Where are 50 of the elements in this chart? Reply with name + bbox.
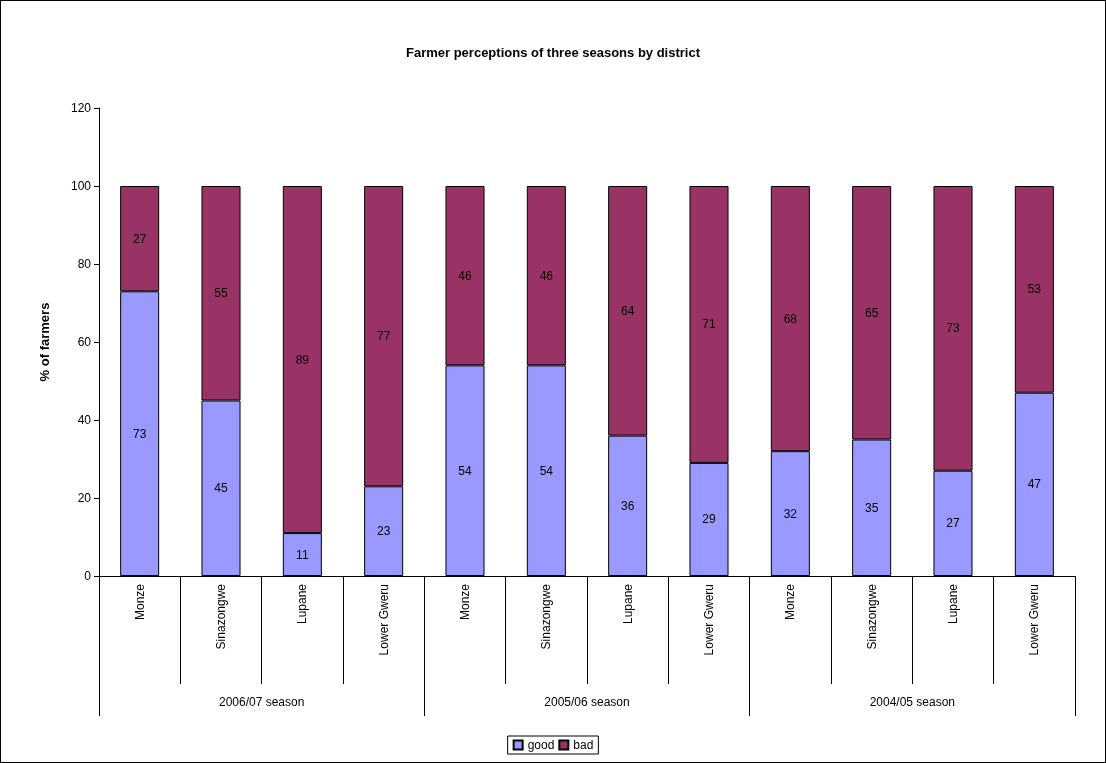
data-label: 35 <box>864 500 879 515</box>
y-tick-label: 60 <box>77 335 92 349</box>
data-label: 54 <box>539 463 554 478</box>
x-tick-label: Lupane <box>620 583 635 625</box>
y-tick-label: 0 <box>84 569 92 583</box>
chart-title: Farmer perceptions of three seasons by district <box>405 45 701 60</box>
x-tick-label: Lupane <box>946 583 960 625</box>
data-label: 11 <box>296 547 309 562</box>
data-label: 23 <box>376 524 391 539</box>
text: 2006/07 season <box>218 695 305 709</box>
y-axis-title: % of farmers <box>37 302 52 382</box>
x-tick-label: Lower Gweru <box>1027 584 1042 656</box>
x-tick-label: Sinazongwe <box>214 583 228 650</box>
x-tick-label: Sinazongwe <box>539 583 554 650</box>
data-label: 36 <box>620 498 635 513</box>
legend-label: bad <box>573 738 594 752</box>
x-tick-label: Monze <box>458 583 472 621</box>
data-label: 73 <box>132 426 147 441</box>
data-label: 73 <box>946 321 960 336</box>
x-tick-label: Sinazongwe <box>864 583 879 650</box>
x-tick-label: Lower Gweru <box>376 584 391 656</box>
data-label: 46 <box>458 268 472 283</box>
legend-label: good <box>527 738 555 752</box>
data-label: 32 <box>783 506 798 521</box>
y-tick-label: 120 <box>70 101 92 115</box>
x-tick-label: Monze <box>783 583 798 621</box>
data-label: 65 <box>864 305 879 320</box>
data-label: 54 <box>458 463 472 478</box>
data-label: 77 <box>376 329 391 344</box>
data-label: 71 <box>702 317 716 332</box>
x-tick-label: Lupane <box>295 583 310 625</box>
data-label: 45 <box>214 481 228 496</box>
data-label: 55 <box>214 286 228 301</box>
x-tick-label: Lower Gweru <box>702 584 716 656</box>
data-label: 68 <box>783 311 798 326</box>
y-tick-label: 100 <box>70 179 92 193</box>
data-label: 29 <box>702 512 716 527</box>
text: 2005/06 season <box>544 695 630 709</box>
y-tick-label: 20 <box>77 491 92 505</box>
y-tick-label: 80 <box>77 257 92 271</box>
data-label: 53 <box>1027 282 1042 297</box>
data-label: 27 <box>132 231 147 246</box>
data-label: 64 <box>620 303 635 318</box>
y-tick-label: 40 <box>77 413 92 427</box>
data-label: 47 <box>1027 477 1042 492</box>
data-label: 46 <box>539 268 554 283</box>
data-label: 89 <box>295 352 310 367</box>
data-label: 27 <box>946 516 960 531</box>
x-tick-label: Monze <box>132 583 147 621</box>
text: 2004/05 season <box>869 695 956 709</box>
